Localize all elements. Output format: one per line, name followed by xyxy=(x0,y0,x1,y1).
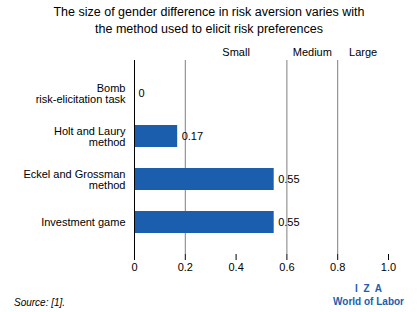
html-text:Source: [1].: Source: [1]. xyxy=(14,297,66,308)
svg-text:0.17: 0.17 xyxy=(182,130,203,142)
svg-text:0.2: 0.2 xyxy=(178,261,193,273)
svg-text:Bombrisk-elicitation task: Bombrisk-elicitation task xyxy=(36,82,126,105)
svg-text:Holt and Laurymethod: Holt and Laurymethod xyxy=(54,125,126,148)
html-text:The size of gender difference: The size of gender difference in risk av… xyxy=(53,5,365,36)
svg-text:Medium: Medium xyxy=(293,46,332,58)
svg-text:0.55: 0.55 xyxy=(278,173,299,185)
svg-text:Eckel and Grossmanmethod: Eckel and Grossmanmethod xyxy=(23,168,125,191)
svg-text:Investment game: Investment game xyxy=(41,216,125,228)
svg-text:0.6: 0.6 xyxy=(279,261,294,273)
svg-text:0.8: 0.8 xyxy=(330,261,345,273)
svg-text:Small: Small xyxy=(222,46,250,58)
html-text:I Z A World of Labor: I Z A World of Labor xyxy=(333,283,404,307)
svg-text:0.55: 0.55 xyxy=(278,216,299,228)
svg-text:0.4: 0.4 xyxy=(228,261,243,273)
svg-text:0: 0 xyxy=(139,87,145,99)
svg-text:0: 0 xyxy=(131,261,137,273)
svg-text:1.0: 1.0 xyxy=(381,261,396,273)
svg-text:Large: Large xyxy=(349,46,377,58)
